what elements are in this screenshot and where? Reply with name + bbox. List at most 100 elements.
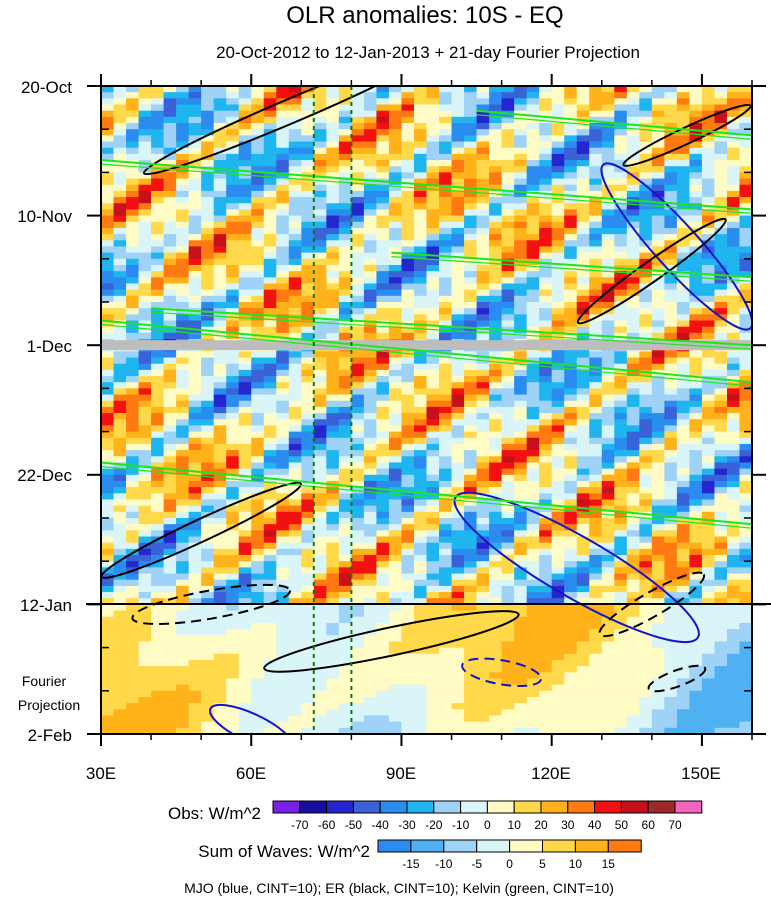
field-cell: [326, 419, 340, 427]
field-cell: [276, 277, 290, 285]
field-cell: [326, 437, 340, 445]
field-cell: [238, 462, 252, 470]
field-cell: [376, 351, 390, 359]
field-cell: [451, 622, 465, 630]
chart-title: OLR anomalies: 10S - EQ: [286, 2, 563, 29]
field-cell: [451, 505, 465, 513]
field-cell: [363, 419, 378, 427]
field-cell: [276, 579, 290, 587]
field-cell: [676, 190, 690, 198]
field-cell: [639, 363, 653, 371]
field-cell: [651, 172, 665, 180]
field-cell: [126, 147, 140, 155]
field-cell: [226, 376, 240, 383]
field-cell: [263, 160, 277, 167]
field-cell: [514, 622, 528, 630]
field-cell: [126, 480, 140, 488]
field-cell: [301, 536, 315, 544]
field-cell: [689, 653, 703, 661]
field-cell: [163, 92, 177, 99]
field-cell: [639, 659, 653, 667]
field-cell: [701, 480, 716, 488]
field-cell: [213, 153, 227, 161]
field-cell: [464, 666, 478, 673]
field-cell: [689, 320, 703, 328]
field-cell: [288, 382, 302, 389]
field-cell: [163, 116, 177, 124]
field-cell: [576, 413, 590, 420]
field-cell: [651, 474, 665, 482]
field-cell: [539, 413, 553, 420]
field-cell: [313, 493, 327, 501]
field-cell: [388, 666, 403, 673]
field-cell: [263, 585, 277, 593]
field-cell: [138, 271, 152, 278]
field-cell: [163, 98, 177, 106]
field-cell: [464, 567, 478, 575]
field-cell: [501, 283, 515, 291]
field-cell: [539, 431, 553, 439]
field-cell: [226, 351, 240, 359]
field-cell: [351, 227, 365, 235]
field-cell: [589, 419, 603, 427]
field-cell: [551, 511, 565, 519]
field-cell: [213, 209, 227, 217]
field-cell: [363, 653, 378, 661]
field-cell: [739, 369, 752, 377]
field-cell: [689, 598, 703, 605]
field-cell: [576, 629, 590, 636]
field-cell: [213, 184, 227, 192]
field-cell: [489, 258, 503, 266]
field-cell: [639, 332, 653, 340]
field-cell: [501, 468, 515, 476]
field-cell: [151, 567, 165, 575]
field-cell: [288, 616, 302, 624]
field-cell: [639, 437, 653, 445]
field-cell: [163, 110, 177, 118]
field-cell: [251, 468, 265, 476]
field-cell: [288, 585, 302, 593]
field-cell: [301, 462, 315, 470]
field-cell: [213, 592, 227, 599]
field-cell: [714, 110, 728, 118]
field-cell: [564, 585, 578, 593]
field-cell: [101, 647, 115, 655]
field-cell: [201, 203, 215, 211]
field-cell: [201, 505, 215, 513]
field-cell: [426, 320, 440, 328]
field-cell: [363, 598, 378, 605]
field-cell: [501, 542, 515, 550]
field-cell: [188, 227, 202, 235]
field-cell: [188, 425, 202, 433]
field-cell: [401, 178, 415, 186]
field-cell: [701, 456, 716, 464]
field-cell: [401, 493, 415, 501]
field-cell: [338, 153, 352, 161]
field-cell: [188, 400, 202, 408]
field-cell: [276, 505, 290, 513]
field-cell: [614, 135, 628, 143]
field-cell: [526, 536, 540, 544]
field-cell: [401, 419, 415, 427]
field-cell: [151, 184, 165, 192]
field-cell: [238, 320, 252, 328]
field-cell: [451, 135, 465, 143]
field-cell: [714, 86, 728, 93]
field-cell: [176, 104, 190, 112]
field-cell: [376, 456, 390, 464]
field-cell: [501, 413, 515, 420]
field-cell: [539, 400, 553, 408]
field-cell: [464, 129, 478, 136]
field-cell: [714, 332, 728, 340]
field-cell: [101, 678, 115, 686]
field-cell: [714, 147, 728, 155]
field-cell: [201, 548, 215, 556]
field-cell: [401, 264, 415, 272]
field-cell: [489, 573, 503, 581]
field-cell: [739, 487, 752, 494]
field-cell: [739, 116, 752, 124]
field-cell: [426, 567, 440, 575]
field-cell: [464, 283, 478, 291]
field-cell: [576, 246, 590, 254]
field-cell: [413, 172, 428, 180]
